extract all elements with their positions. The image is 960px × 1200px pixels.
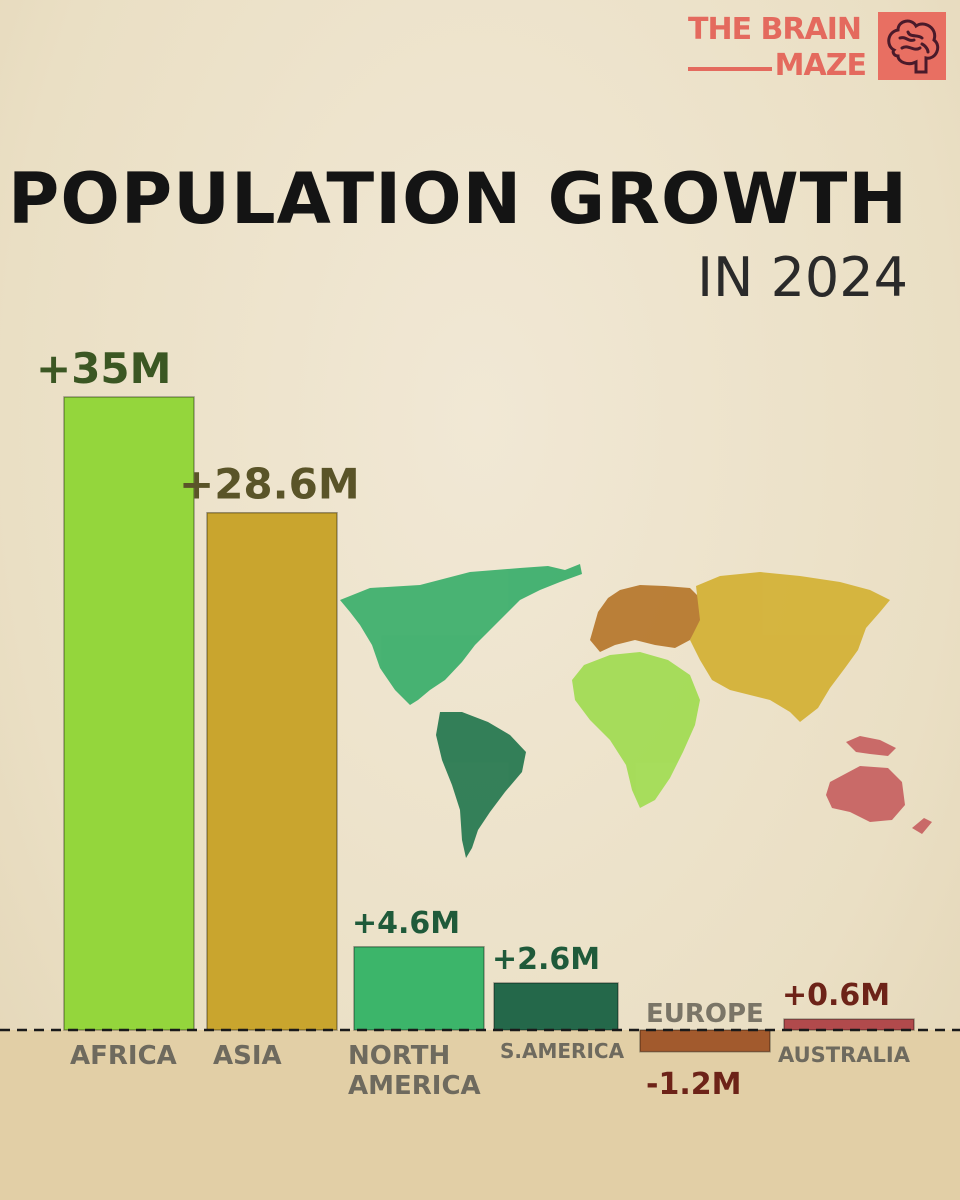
brand-rule [688,67,772,71]
bar-europe [639,1029,771,1053]
map-australia [826,766,905,822]
brain-icon [878,12,946,80]
page-title: POPULATION GROWTH [8,158,908,240]
map-europe [590,585,702,652]
value-label-australia: +0.6M [782,978,890,1013]
map-south-america [436,712,526,858]
category-label-africa: AFRICA [70,1041,177,1071]
category-label-asia: ASIA [213,1041,282,1071]
category-label-north-america-1: NORTH [348,1041,450,1071]
map-north-america [340,564,582,705]
brand-logo: THE BRAIN MAZE [686,10,946,85]
page-subtitle: IN 2024 [697,246,908,309]
bar-australia [783,1018,915,1031]
value-label-africa: +35M [36,344,171,393]
brand-name-line1: THE BRAIN [688,12,862,47]
bar-asia [206,511,338,1031]
bar-north-america [353,946,485,1031]
category-label-s-america: S.AMERICA [500,1039,625,1063]
category-label-australia: AUSTRALIA [778,1043,911,1067]
value-label-s-america: +2.6M [492,942,600,977]
ground-band [0,1030,960,1200]
value-label-asia: +28.6M [179,460,360,509]
brand-name-line2: MAZE [774,48,867,83]
bars-layer [63,396,915,1053]
value-label-north-america: +4.6M [352,906,460,941]
map-asia [690,572,890,722]
category-label-north-america-2: AMERICA [348,1071,481,1101]
category-label-europe: EUROPE [646,999,764,1029]
value-label-europe: -1.2M [646,1067,741,1102]
world-map [340,564,932,858]
map-pacific-islands [846,736,932,834]
bar-s-america [493,982,619,1031]
bar-africa [63,396,195,1031]
map-africa [572,652,700,808]
